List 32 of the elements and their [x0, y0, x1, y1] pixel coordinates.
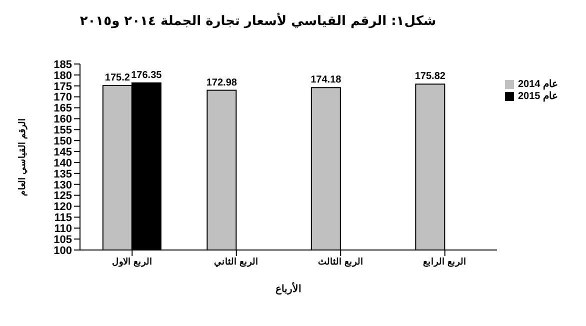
- y-tick-label: 170: [54, 92, 72, 104]
- y-tick-label: 155: [54, 124, 72, 137]
- y-tick-label: 150: [54, 135, 72, 148]
- y-tick-label: 175: [54, 80, 72, 93]
- y-tick-label: 105: [54, 234, 72, 246]
- y-tick-label: 120: [54, 201, 72, 214]
- x-tick-label: الربع الثالث: [318, 256, 364, 268]
- y-tick-label: 125: [54, 190, 72, 202]
- y-tick-label: 185: [54, 58, 72, 71]
- x-tick-label: الربع الرابع: [423, 256, 467, 268]
- y-tick-label: 160: [54, 114, 72, 126]
- x-axis-title: الأرباع: [275, 283, 302, 295]
- data-label: 176.35: [131, 70, 162, 81]
- y-tick-label: 130: [54, 179, 72, 192]
- y-tick-label: 115: [54, 212, 72, 224]
- y-tick-label: 145: [54, 146, 72, 158]
- y-axis-title: الرقم القياسي العام: [17, 118, 28, 196]
- data-label: 172.98: [206, 77, 238, 88]
- y-tick-label: 140: [54, 157, 72, 170]
- y-tick-label: 165: [54, 102, 72, 115]
- legend-label: عام 2014: [518, 79, 558, 90]
- y-tick-label: 100: [54, 244, 72, 257]
- y-tick-label: 180: [54, 70, 72, 82]
- data-label: 175.82: [414, 71, 446, 82]
- data-label: 175.2: [104, 72, 130, 84]
- legend-label: عام 2015: [518, 91, 558, 102]
- data-label: 174.18: [310, 74, 342, 86]
- chart-title: شكل١: الرقم القياسي لأسعار تجارة الجملة ٢٠١٤ و٢٠١٥: [78, 14, 438, 29]
- y-tick-label: 135: [54, 168, 72, 180]
- y-tick-label: 110: [54, 223, 72, 236]
- x-tick-label: الربع الاول: [112, 256, 152, 268]
- x-tick-label: الربع الثاني: [214, 256, 259, 268]
